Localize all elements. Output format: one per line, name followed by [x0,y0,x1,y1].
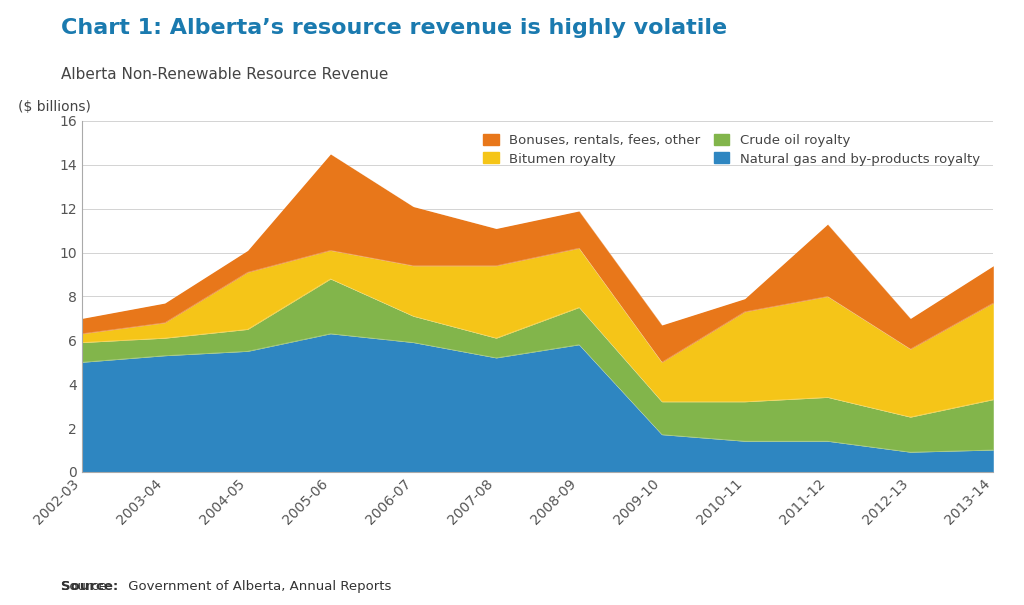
Text: ($ billions): ($ billions) [18,100,91,114]
Text: Source:    Government of Alberta, Annual Reports: Source: Government of Alberta, Annual Re… [61,580,392,593]
Text: Source:: Source: [61,580,119,593]
Legend: Bonuses, rentals, fees, other, Bitumen royalty, Crude oil royalty, Natural gas a: Bonuses, rentals, fees, other, Bitumen r… [476,128,987,172]
Text: Alberta Non-Renewable Resource Revenue: Alberta Non-Renewable Resource Revenue [61,67,389,82]
Text: Chart 1: Alberta’s resource revenue is highly volatile: Chart 1: Alberta’s resource revenue is h… [61,18,728,38]
